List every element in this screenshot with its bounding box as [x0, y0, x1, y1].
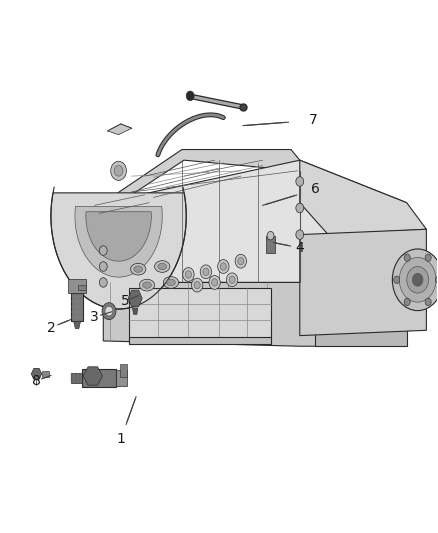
Circle shape	[425, 254, 431, 261]
Text: 8: 8	[32, 374, 41, 388]
Circle shape	[238, 257, 244, 265]
Polygon shape	[86, 212, 151, 261]
Text: 3: 3	[90, 310, 99, 324]
Circle shape	[200, 265, 212, 279]
Circle shape	[99, 262, 107, 271]
Polygon shape	[31, 368, 42, 379]
Polygon shape	[103, 160, 407, 282]
Circle shape	[183, 268, 194, 281]
Text: 2: 2	[46, 321, 55, 335]
Circle shape	[203, 268, 209, 276]
Circle shape	[229, 276, 235, 284]
Circle shape	[191, 278, 203, 292]
Polygon shape	[128, 290, 142, 306]
Circle shape	[114, 165, 123, 176]
Text: 5: 5	[121, 294, 130, 308]
Circle shape	[99, 246, 107, 255]
Polygon shape	[51, 193, 186, 309]
Circle shape	[226, 273, 238, 287]
Circle shape	[185, 271, 191, 278]
Polygon shape	[103, 150, 300, 213]
Circle shape	[404, 254, 410, 261]
Text: 7: 7	[308, 114, 317, 127]
Polygon shape	[82, 368, 117, 386]
Circle shape	[296, 230, 304, 239]
Polygon shape	[130, 337, 272, 344]
Circle shape	[218, 260, 229, 273]
Circle shape	[407, 266, 428, 293]
Ellipse shape	[131, 263, 146, 275]
Circle shape	[209, 276, 220, 289]
Circle shape	[111, 161, 127, 180]
Text: 4: 4	[295, 241, 304, 255]
Circle shape	[399, 257, 436, 302]
Circle shape	[404, 298, 410, 305]
Circle shape	[296, 176, 304, 186]
Polygon shape	[133, 308, 138, 314]
Ellipse shape	[166, 279, 175, 286]
Polygon shape	[68, 279, 86, 293]
Circle shape	[186, 91, 194, 101]
Text: 1: 1	[117, 432, 125, 446]
Circle shape	[99, 278, 107, 287]
Ellipse shape	[163, 277, 179, 288]
Circle shape	[296, 203, 304, 213]
Polygon shape	[300, 160, 426, 235]
Circle shape	[435, 276, 438, 284]
Circle shape	[425, 298, 431, 305]
Text: 6: 6	[311, 182, 319, 197]
Polygon shape	[74, 321, 81, 329]
Polygon shape	[71, 373, 82, 383]
Polygon shape	[300, 229, 426, 336]
Circle shape	[235, 254, 247, 268]
Polygon shape	[42, 370, 49, 377]
Ellipse shape	[143, 282, 151, 288]
Ellipse shape	[155, 261, 170, 272]
Polygon shape	[103, 282, 407, 346]
Circle shape	[413, 273, 423, 286]
Ellipse shape	[158, 263, 166, 270]
Polygon shape	[120, 365, 127, 377]
Circle shape	[102, 303, 116, 320]
Polygon shape	[108, 124, 132, 135]
Circle shape	[105, 306, 113, 316]
Circle shape	[392, 249, 438, 311]
Circle shape	[267, 231, 274, 240]
Polygon shape	[117, 369, 127, 385]
Polygon shape	[83, 367, 102, 385]
Ellipse shape	[134, 266, 143, 272]
Circle shape	[394, 276, 400, 284]
Ellipse shape	[139, 279, 155, 291]
Circle shape	[220, 263, 226, 270]
Polygon shape	[71, 293, 83, 321]
Circle shape	[212, 279, 218, 286]
Polygon shape	[130, 288, 272, 341]
Polygon shape	[75, 206, 162, 277]
Circle shape	[194, 281, 200, 289]
Polygon shape	[266, 236, 275, 253]
Polygon shape	[315, 203, 407, 346]
Polygon shape	[78, 285, 86, 290]
